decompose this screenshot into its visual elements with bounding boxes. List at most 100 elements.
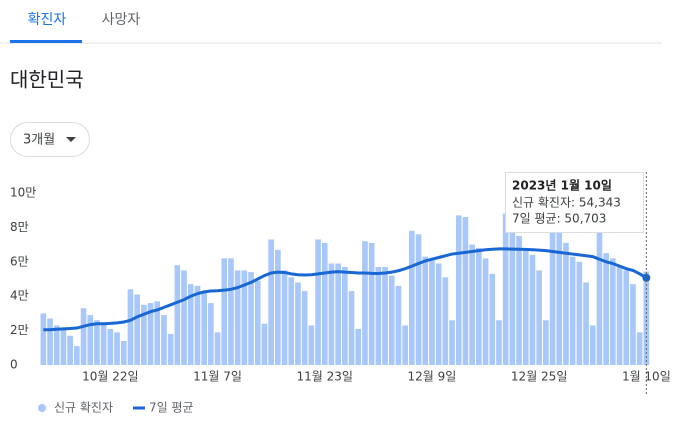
bar xyxy=(469,244,475,365)
y-tick-label: 10만 xyxy=(10,186,36,200)
bar xyxy=(348,291,355,365)
dropdown[interactable] xyxy=(10,122,90,157)
y-tick-label: 2만 xyxy=(10,323,29,337)
bar xyxy=(496,320,502,365)
x-tick-label: 11월 7일 xyxy=(193,370,242,384)
heading: 대한민국 xyxy=(10,68,84,92)
bar xyxy=(522,248,529,365)
bar xyxy=(563,242,569,365)
bar xyxy=(643,271,650,365)
legend-label: 신규 확진자 xyxy=(54,401,113,415)
tab[interactable]: 사망자 xyxy=(102,12,141,28)
tab-indicator xyxy=(10,40,82,43)
bar xyxy=(402,325,408,365)
bar xyxy=(415,234,422,365)
bar xyxy=(549,213,556,365)
bar xyxy=(74,346,80,365)
bar xyxy=(241,270,248,365)
bar xyxy=(47,318,53,365)
bar xyxy=(120,340,127,365)
bar xyxy=(610,258,616,365)
bar xyxy=(435,263,442,365)
y-tick-label: 6만 xyxy=(10,254,29,268)
bar xyxy=(221,258,228,365)
bar xyxy=(556,225,563,365)
bar xyxy=(536,270,542,365)
bar xyxy=(422,256,429,365)
bar xyxy=(355,328,362,365)
line xyxy=(43,247,648,332)
bar xyxy=(127,289,134,365)
tooltip-date: 2023년 1월 10일 xyxy=(512,178,612,193)
bar xyxy=(395,285,402,365)
bar xyxy=(368,242,375,365)
bar xyxy=(502,213,509,365)
bar xyxy=(616,266,623,365)
bar xyxy=(234,270,241,365)
bar xyxy=(67,335,73,365)
bar xyxy=(375,266,382,365)
bar xyxy=(295,282,301,365)
bar xyxy=(141,304,147,365)
y-tick-label: 4만 xyxy=(10,289,29,303)
bar xyxy=(342,266,348,365)
bar xyxy=(449,320,455,365)
bar xyxy=(583,282,589,365)
bar xyxy=(576,261,583,365)
bar xyxy=(315,239,321,365)
bar xyxy=(134,294,140,365)
bar xyxy=(87,315,94,365)
legend-swatch xyxy=(38,404,46,412)
bar xyxy=(462,217,469,365)
bar xyxy=(335,263,341,365)
bar xyxy=(476,248,482,365)
bar xyxy=(261,323,268,365)
bar xyxy=(147,303,154,365)
bar xyxy=(201,291,207,365)
x-tick-label: 12월 25일 xyxy=(511,370,567,384)
bar xyxy=(569,256,576,365)
bar xyxy=(281,270,288,365)
bar xyxy=(181,270,187,365)
bar xyxy=(60,328,67,365)
bar xyxy=(636,332,643,365)
bar xyxy=(214,332,221,365)
dropdown-label: 3개월 xyxy=(23,133,55,148)
bar xyxy=(161,315,167,365)
bar xyxy=(154,301,161,365)
x-tick-label: 11월 23일 xyxy=(297,370,353,384)
bar xyxy=(328,263,335,365)
bar xyxy=(308,325,315,365)
tooltip-row: 7일 평균: 50,703 xyxy=(512,212,606,226)
bar xyxy=(248,272,254,365)
bar xyxy=(167,334,174,365)
bar xyxy=(80,308,87,365)
bar xyxy=(228,258,234,365)
bar xyxy=(288,277,295,365)
bar xyxy=(603,253,609,365)
bar xyxy=(516,236,522,365)
bar xyxy=(482,258,489,365)
bar xyxy=(301,291,308,365)
bar xyxy=(382,266,388,365)
legend-label: 7일 평균 xyxy=(149,401,194,415)
bar xyxy=(362,241,368,365)
tooltip-box xyxy=(505,172,644,233)
bar xyxy=(107,328,114,365)
bar xyxy=(596,225,603,365)
bar xyxy=(409,230,415,365)
bar xyxy=(187,284,194,365)
bar xyxy=(114,332,120,365)
bar xyxy=(455,215,462,365)
bar xyxy=(630,284,636,365)
bar xyxy=(174,265,181,365)
bar xyxy=(268,239,274,365)
bar xyxy=(194,285,201,365)
bar xyxy=(509,213,516,365)
tab-active[interactable]: 확진자 xyxy=(28,12,67,28)
bar xyxy=(208,303,214,365)
bar xyxy=(529,254,536,365)
y-tick-label: 8만 xyxy=(10,220,29,234)
